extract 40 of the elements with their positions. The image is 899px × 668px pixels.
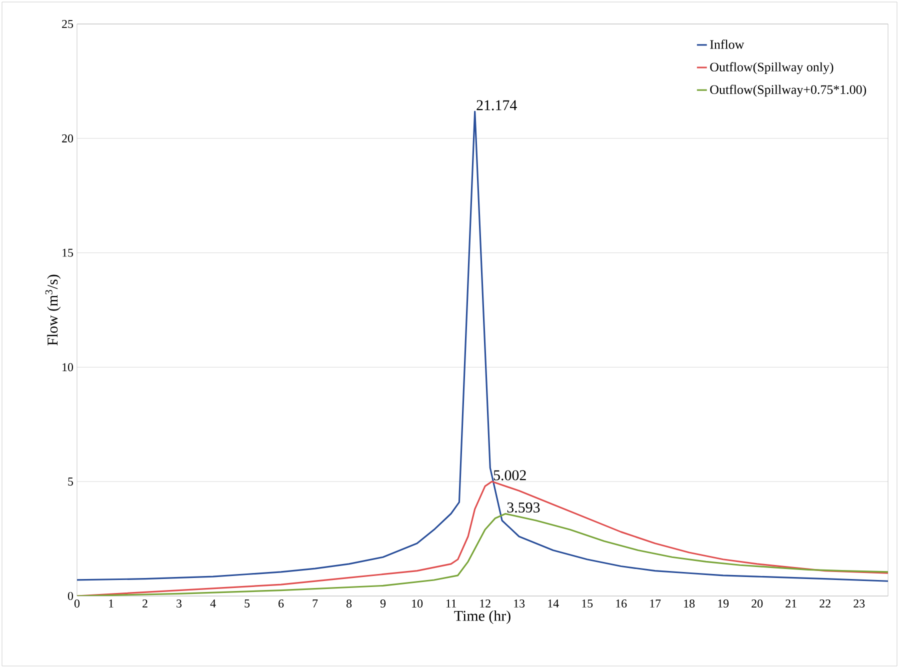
x-tick-label: 12 xyxy=(480,600,490,608)
x-tick-label: 14 xyxy=(548,600,559,608)
x-tick-label: 9 xyxy=(380,600,386,608)
y-tick-label: 5 xyxy=(68,478,74,486)
x-tick-label: 19 xyxy=(718,600,729,608)
x-tick-label: 20 xyxy=(752,600,763,608)
line-series xyxy=(77,110,888,582)
x-tick-label: 15 xyxy=(582,600,593,608)
x-tick-label: 17 xyxy=(650,600,661,608)
legend-label: Outflow(Spillway+0.75*1.00) xyxy=(710,84,866,97)
annotation: 5.002 xyxy=(494,470,526,480)
x-tick-label: 16 xyxy=(616,600,627,608)
x-tick-label: 21 xyxy=(786,600,796,608)
x-tick-label: 0 xyxy=(74,600,80,608)
x-tick-label: 11 xyxy=(446,600,456,608)
x-tick-label: 13 xyxy=(514,600,525,608)
x-tick-label: 22 xyxy=(820,600,830,608)
annotation: 3.593 xyxy=(507,502,540,513)
x-tick-label: 5 xyxy=(244,600,250,608)
x-tick-label: 23 xyxy=(854,600,865,608)
x-tick-label: 6 xyxy=(278,600,284,608)
x-tick-label: 7 xyxy=(312,600,318,608)
y-tick-label: 10 xyxy=(62,363,74,372)
y-tick-label: 20 xyxy=(62,134,74,142)
y-tick-label: 0 xyxy=(68,592,74,600)
x-tick-label: 8 xyxy=(346,600,352,608)
line-series xyxy=(77,512,888,596)
legend-label: Outflow(Spillway only) xyxy=(710,62,834,74)
x-tick-label: 3 xyxy=(176,600,182,608)
annotation: 21.174 xyxy=(476,100,517,110)
legend-label: Inflow xyxy=(710,40,744,49)
x-tick-label: 18 xyxy=(684,600,695,608)
y-axis-title: Flow (m$^{3}$/s) xyxy=(45,274,61,346)
x-tick-label: 1 xyxy=(109,600,114,608)
x-tick-label: 4 xyxy=(210,600,216,608)
x-tick-label: 10 xyxy=(412,600,423,608)
y-tick-label: 15 xyxy=(62,248,74,257)
x-tick-label: 2 xyxy=(142,600,148,608)
y-tick-label: 25 xyxy=(62,20,74,28)
x-axis-title: Time (hr) xyxy=(454,610,510,624)
